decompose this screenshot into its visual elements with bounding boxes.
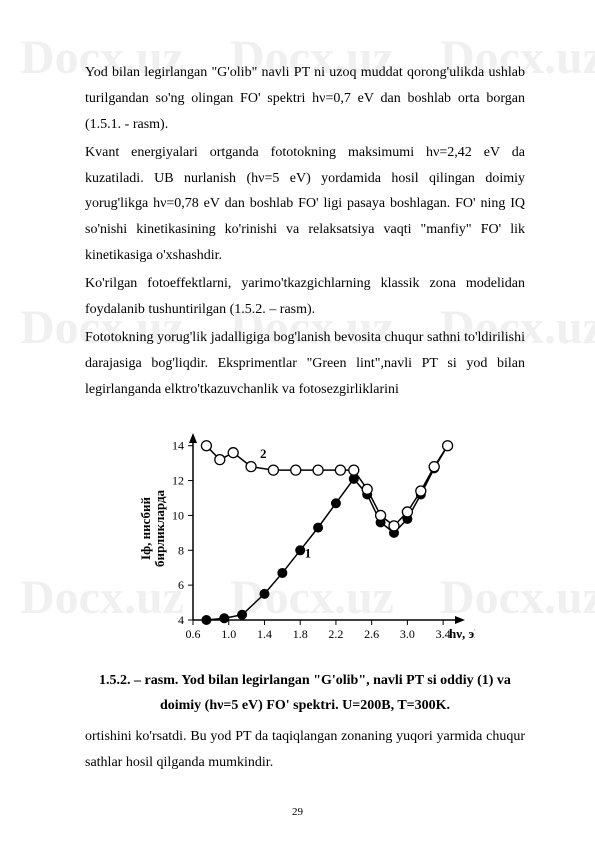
- svg-text:4: 4: [178, 613, 184, 627]
- svg-text:1: 1: [305, 545, 312, 560]
- page-content: Yod bilan legirlangan "G'olib" navli PT …: [0, 0, 595, 808]
- svg-text:8: 8: [178, 543, 184, 557]
- chart-figure: 0.61.01.41.82.22.63.03.4468101214hν, эВI…: [85, 425, 525, 650]
- paragraph-5: ortishini ko'rsatdi. Bu yod PT da taqiql…: [85, 724, 525, 776]
- svg-text:3.0: 3.0: [400, 627, 415, 641]
- svg-text:1.8: 1.8: [293, 627, 308, 641]
- figure-caption: 1.5.2. – rasm. Yod bilan legirlangan "G'…: [85, 668, 525, 718]
- caption-line-1: 1.5.2. – rasm. Yod bilan legirlangan "G'…: [85, 668, 525, 693]
- svg-text:hν, эВ: hν, эВ: [449, 626, 475, 641]
- svg-text:Iф, нисбийбирликларда: Iф, нисбийбирликларда: [138, 489, 167, 567]
- paragraph-2: Kvant energiyalari ortganda fototokning …: [85, 140, 525, 269]
- svg-text:6: 6: [178, 578, 184, 592]
- svg-text:1.0: 1.0: [221, 627, 236, 641]
- chart-svg: 0.61.01.41.82.22.63.03.4468101214hν, эВI…: [135, 425, 475, 650]
- svg-text:1.4: 1.4: [257, 627, 272, 641]
- paragraph-1: Yod bilan legirlangan "G'olib" navli PT …: [85, 60, 525, 138]
- page-number: 29: [0, 806, 595, 818]
- paragraph-3: Ko'rilgan fotoeffektlarni, yarimo'tkazgi…: [85, 271, 525, 323]
- svg-text:0.6: 0.6: [186, 627, 201, 641]
- svg-text:2.2: 2.2: [328, 627, 343, 641]
- svg-text:14: 14: [172, 438, 184, 452]
- paragraph-4: Fototokning yorug'lik jadalligiga bog'la…: [85, 325, 525, 403]
- svg-text:2.6: 2.6: [364, 627, 379, 641]
- caption-line-2: doimiy (hν=5 eV) FO' spektri. U=200B, T=…: [85, 693, 525, 718]
- svg-text:12: 12: [172, 473, 184, 487]
- svg-text:10: 10: [172, 508, 184, 522]
- svg-text:2: 2: [260, 445, 267, 460]
